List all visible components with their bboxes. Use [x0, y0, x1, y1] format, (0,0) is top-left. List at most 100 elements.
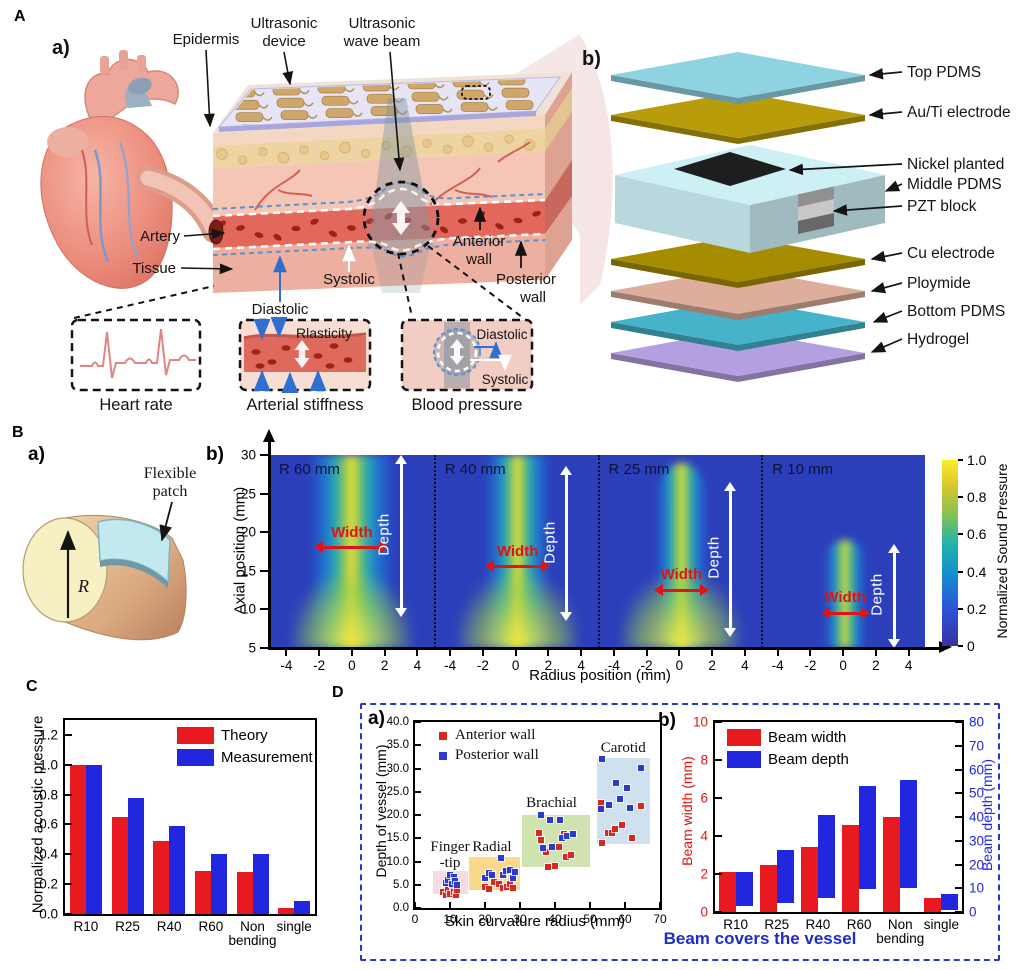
fat-lobule: [237, 155, 248, 165]
beam-depth-axis-label: Beam depth (mm): [979, 758, 995, 872]
subtissue-layer: [213, 233, 545, 293]
colorbar-ticks: 1.0 0.8 0.6 0.4 0.2 0: [942, 452, 1002, 654]
legend: Theory Measurement: [177, 727, 313, 771]
flexible-patch-label-2: patch: [153, 483, 188, 500]
blood-cell: [384, 213, 393, 220]
mesh-link: [487, 106, 498, 111]
scatter-point: [606, 802, 613, 809]
bar-theory: [278, 908, 295, 914]
anterior-wall-label-2: wall: [465, 251, 492, 268]
y-tick-label: 25.0: [386, 785, 409, 798]
layer-pointer: [868, 68, 903, 80]
layer-edge: [611, 115, 865, 144]
heatmap-plot: R 60 mm Width Depth R 40 mm Width Depth R 25 m…: [270, 455, 925, 648]
bar-beam-width: [883, 817, 901, 912]
y-tick-label: 0.4: [39, 846, 58, 862]
mesh-link: [307, 114, 318, 119]
category-label: R25: [115, 919, 140, 934]
blood-cell: [310, 218, 319, 225]
layer-pointer: [872, 310, 903, 323]
y-tick: [65, 853, 72, 856]
mesh-element: [501, 87, 530, 98]
layer-label-au-ti-electrode: Au/Ti electrode: [907, 104, 1011, 121]
x-tick: [624, 902, 626, 908]
y-tick: [260, 492, 268, 495]
beam-depth-arrow: [887, 543, 900, 648]
legend: Anterior wall Posterior wall: [439, 727, 579, 767]
left-tick-label: 2: [700, 866, 708, 882]
beam-width-axis-label: Beam width (mm): [679, 756, 695, 866]
y-tick-label: 35.0: [386, 739, 409, 752]
mesh-link: [254, 91, 265, 97]
mesh-element: [456, 89, 485, 100]
y-tick: [65, 793, 72, 796]
colorbar-tick: [958, 607, 963, 610]
category-label: R10: [723, 917, 748, 932]
bar-theory: [69, 764, 86, 914]
right-tick-label: 10: [969, 880, 985, 896]
scatter-point: [506, 867, 513, 874]
x-tick-label: 0: [411, 912, 419, 926]
scatter-point: [447, 872, 453, 879]
colorbar-tick: [958, 459, 963, 461]
left-tick-label: 0: [700, 904, 708, 920]
scatter-x-label: Skin curvature radius (mm): [444, 913, 626, 930]
x-tick-label: -2: [476, 658, 489, 673]
fat-lobule: [483, 142, 494, 152]
right-tick-label: 40: [969, 809, 985, 825]
beam-depth-label: Depth: [375, 513, 393, 556]
x-tick-label: 70: [653, 912, 667, 926]
region-label: Radial: [472, 838, 512, 855]
blood-cell: [273, 233, 282, 241]
fat-lobule: [400, 145, 413, 158]
scatter-point: [510, 885, 516, 892]
blood-cell: [439, 226, 449, 234]
device-exploded-view: b) Top PDMS Au/Ti electrode Nickel planted…: [580, 35, 1011, 382]
mesh-link: [397, 110, 408, 115]
category-label: Non bending: [228, 919, 277, 948]
middle-pdms-left-face: [615, 175, 750, 253]
sub-label-b-a: a): [28, 444, 45, 465]
fat-lobule: [504, 134, 514, 144]
layer-label-ploymide: Ploymide: [907, 275, 971, 292]
scatter-point: [442, 891, 449, 898]
epidermis-label: Epidermis: [173, 31, 240, 48]
layer-top-pdms: [611, 52, 865, 98]
bar-theory: [194, 870, 211, 914]
scatter-point: [499, 871, 506, 878]
x-tick-label: -4: [280, 658, 293, 673]
x-tick-label: 4: [904, 658, 913, 673]
blood-cell: [365, 218, 375, 225]
blood-cells: [217, 210, 541, 241]
layer-pointer: [868, 108, 903, 120]
region-carotid: [597, 758, 650, 844]
heatmap-panel-label: R 25 mm: [608, 461, 670, 478]
colorbar-tick-label: 0.8: [967, 489, 987, 506]
mesh-link: [299, 89, 310, 95]
fat-lobule: [319, 151, 330, 161]
zoom-wedge-continuation: [580, 35, 613, 305]
fat-lobule: [258, 147, 268, 157]
scatter-point: [539, 844, 546, 851]
region-brachial: [521, 815, 590, 868]
nickel-planted: [674, 152, 786, 186]
beam-width-label: Width: [331, 523, 373, 541]
beam-depth-arrow: [724, 481, 736, 637]
mesh-link: [352, 112, 363, 117]
bar-beam-depth: [941, 894, 959, 910]
radius-symbol: R: [77, 576, 89, 596]
category-label: R60: [846, 917, 872, 932]
scatter-point: [538, 837, 544, 844]
y-tick-label: 0.8: [39, 787, 58, 803]
beam-glow: [292, 574, 411, 648]
layer-label-nickel-planted: Nickel planted: [907, 156, 1004, 173]
left-tick: [715, 797, 722, 799]
dermis-vessels: [254, 141, 531, 211]
x-tick-label: 2: [708, 658, 716, 673]
x-tick-label: 60: [618, 912, 632, 926]
scatter-point: [511, 869, 518, 876]
x-tick: [776, 648, 779, 656]
sub-label-d-b: b): [658, 710, 676, 731]
y-tick: [65, 733, 72, 736]
legend-label: Theory: [221, 727, 268, 744]
